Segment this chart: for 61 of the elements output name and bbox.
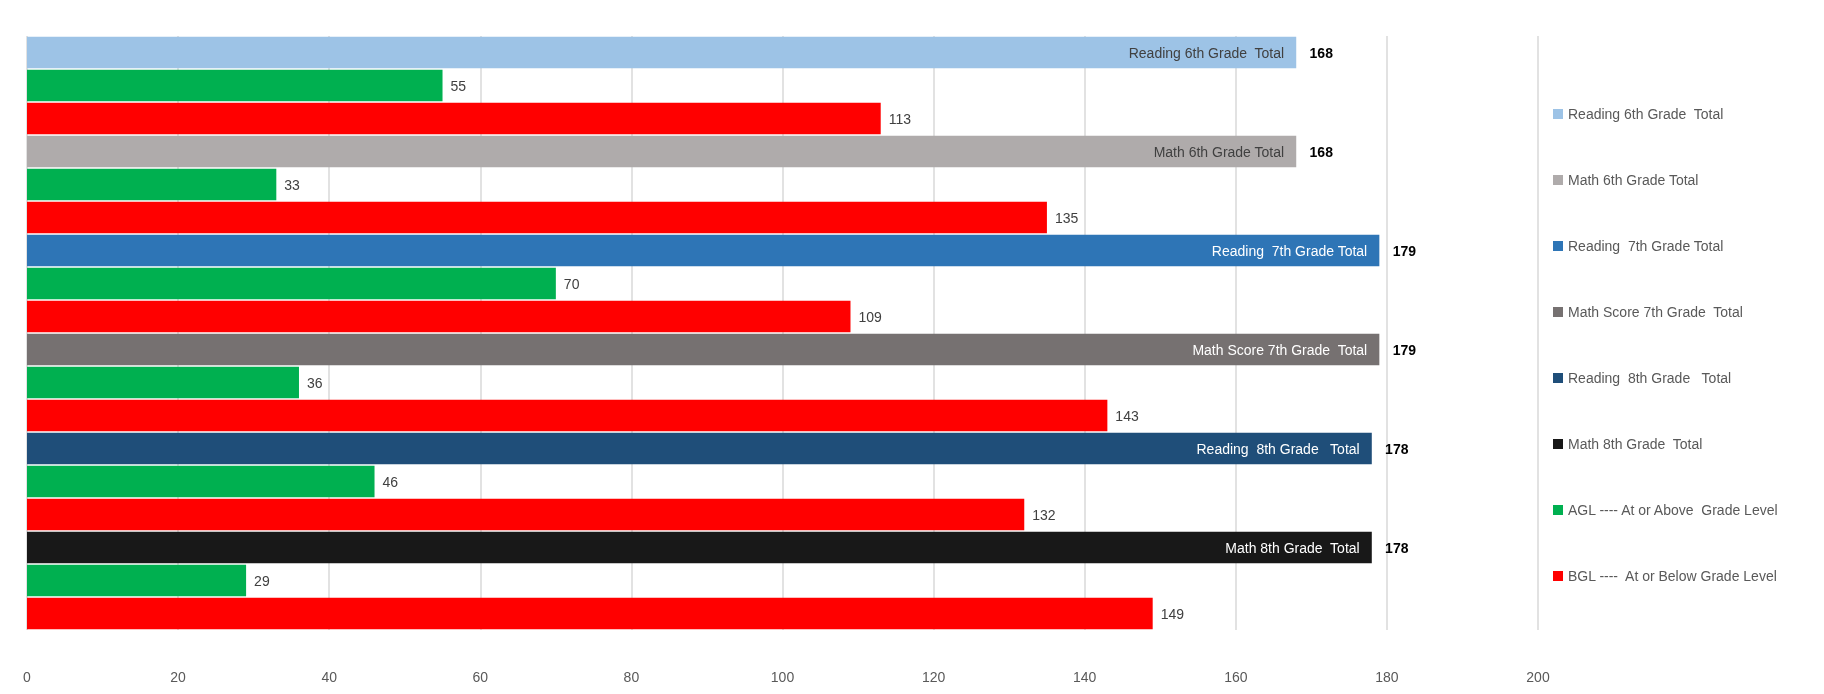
text: Math 6th Grade Total (1153, 143, 1285, 160)
text: Reading 7th Grade Total (1211, 242, 1368, 259)
bar (27, 300, 851, 333)
bar (27, 498, 1025, 531)
data-label: 168 (1309, 44, 1334, 61)
legend-label: Reading 8th Grade Total (1568, 370, 1732, 386)
x-tick-label: 20 (170, 669, 187, 685)
legend-label: Math Score 7th Grade Total (1568, 304, 1743, 320)
data-label: 46 (382, 473, 399, 490)
x-tick-label: 120 (921, 669, 946, 685)
legend-label: Reading 6th Grade Total (1568, 106, 1724, 122)
bar (27, 564, 247, 597)
bar (27, 135, 1297, 168)
data-label: 55 (450, 77, 467, 94)
data-label: 179 (1392, 341, 1417, 358)
data-label: 113 (888, 110, 912, 127)
x-tick-label: 200 (1526, 669, 1550, 685)
bar (27, 366, 299, 399)
legend-label: BGL ---- At or Below Grade Level (1568, 568, 1777, 584)
data-label: 33 (284, 176, 301, 193)
data-label: 36 (306, 374, 323, 391)
bar (27, 168, 277, 201)
data-label: 135 (1054, 209, 1079, 226)
bar (27, 531, 1372, 564)
data-label: 29 (254, 572, 270, 589)
legend-label: AGL ---- At or Above Grade Level (1568, 502, 1778, 518)
legend-label: Math 8th Grade Total (1568, 436, 1703, 452)
data-label: 179 (1392, 242, 1417, 259)
data-label: 178 (1385, 539, 1409, 556)
text: Reading 6th Grade Total (1128, 44, 1285, 61)
legend-label: Math 6th Grade Total (1568, 172, 1699, 188)
text: Reading 8th Grade Total (1196, 440, 1360, 457)
bar (27, 69, 443, 102)
bar (27, 201, 1047, 234)
x-tick-label: 160 (1224, 669, 1248, 685)
x-tick-label: 40 (321, 669, 338, 685)
x-tick-label: 100 (770, 669, 795, 685)
text: Math Score 7th Grade Total (1192, 341, 1368, 358)
bar (27, 399, 1108, 432)
x-tick-label: 60 (472, 669, 489, 685)
bar (27, 36, 1297, 69)
x-tick-label: 80 (623, 669, 640, 685)
bar (27, 333, 1380, 366)
bar (27, 102, 881, 135)
data-label: 70 (563, 275, 580, 292)
x-tick-label: 0 (23, 669, 32, 685)
data-label: 143 (1115, 407, 1139, 424)
bar (27, 465, 375, 498)
bar (27, 432, 1372, 465)
text: Math 8th Grade Total (1225, 539, 1360, 556)
data-label: 149 (1160, 605, 1185, 622)
x-tick-label: 140 (1073, 669, 1097, 685)
data-label: 168 (1309, 143, 1334, 160)
data-label: 132 (1032, 506, 1056, 523)
x-tick-label: 180 (1375, 669, 1399, 685)
legend-label: Reading 7th Grade Total (1568, 238, 1724, 254)
data-label: 178 (1385, 440, 1409, 457)
bar (27, 234, 1380, 267)
bar (27, 267, 556, 300)
data-label: 109 (858, 308, 883, 325)
bar (27, 597, 1153, 630)
